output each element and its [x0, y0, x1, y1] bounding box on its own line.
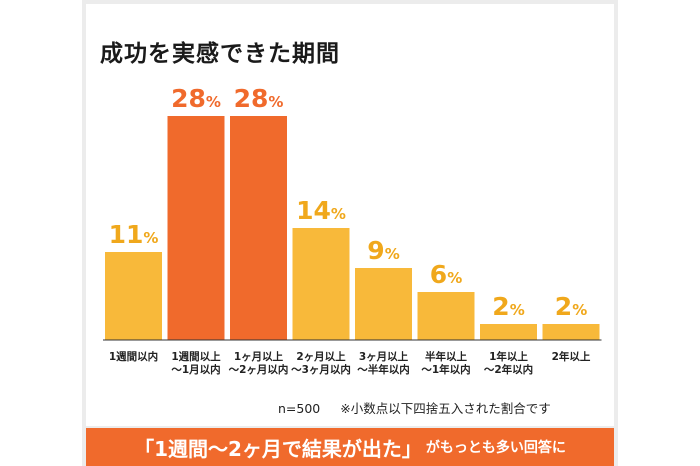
- value-number: 2: [555, 292, 572, 321]
- value-label: 2%: [555, 292, 587, 321]
- sample-size: n=500: [278, 401, 321, 416]
- value-number: 2: [492, 292, 509, 321]
- value-number: 11: [109, 220, 144, 249]
- value-label: 14%: [296, 196, 346, 225]
- banner-sub-text: がもっとも多い回答に: [425, 440, 566, 456]
- value-label: 28%: [171, 84, 221, 113]
- banner-main-text: 「1週間〜2ヶ月で結果が出た」: [134, 436, 422, 461]
- category-label: 〜1年以内: [421, 363, 470, 376]
- category-label: 2年以上: [552, 350, 591, 363]
- value-label: 6%: [430, 260, 462, 289]
- bar: [355, 268, 412, 340]
- value-number: 6: [430, 260, 447, 289]
- bar: [105, 252, 162, 340]
- value-number: 9: [367, 236, 384, 265]
- category-label: 〜1月以内: [171, 363, 220, 376]
- bar: [417, 292, 475, 340]
- value-number: 28: [171, 84, 206, 113]
- bar: [230, 116, 287, 340]
- bar: [542, 324, 600, 340]
- chart-title: 成功を実感できた期間: [100, 41, 340, 67]
- value-label: 28%: [234, 84, 284, 113]
- summary-banner: 「1週間〜2ヶ月で結果が出た」 がもっとも多い回答に: [86, 428, 614, 466]
- value-percent-sign: %: [385, 245, 400, 263]
- category-label: 半年以上: [425, 350, 467, 363]
- category-label: 〜半年以内: [357, 363, 410, 376]
- category-label: 〜2年以内: [484, 363, 533, 376]
- value-percent-sign: %: [572, 301, 587, 319]
- footnote: n=500 ※小数点以下四捨五入された割合です: [278, 398, 551, 417]
- value-number: 28: [234, 84, 269, 113]
- category-label: 〜2ヶ月以内: [229, 363, 289, 376]
- value-label: 2%: [492, 292, 524, 321]
- value-percent-sign: %: [268, 93, 283, 111]
- value-label: 9%: [367, 236, 399, 265]
- category-label: 〜3ヶ月以内: [291, 363, 351, 376]
- value-percent-sign: %: [510, 301, 525, 319]
- category-label: 1ヶ月以上: [234, 350, 284, 363]
- value-percent-sign: %: [331, 205, 346, 223]
- bar: [480, 324, 537, 340]
- category-label: 1年以上: [489, 350, 528, 363]
- value-percent-sign: %: [447, 269, 462, 287]
- category-label: 3ヶ月以上: [359, 350, 409, 363]
- rounding-note: ※小数点以下四捨五入された割合です: [340, 401, 551, 416]
- value-label: 11%: [109, 220, 159, 249]
- value-percent-sign: %: [206, 93, 221, 111]
- bar: [292, 228, 350, 340]
- category-label: 2ヶ月以上: [296, 350, 346, 363]
- category-label: 1週間以上: [171, 350, 221, 363]
- bar: [167, 116, 225, 340]
- category-label: 1週間以内: [109, 350, 158, 363]
- value-number: 14: [296, 196, 331, 225]
- value-percent-sign: %: [143, 229, 158, 247]
